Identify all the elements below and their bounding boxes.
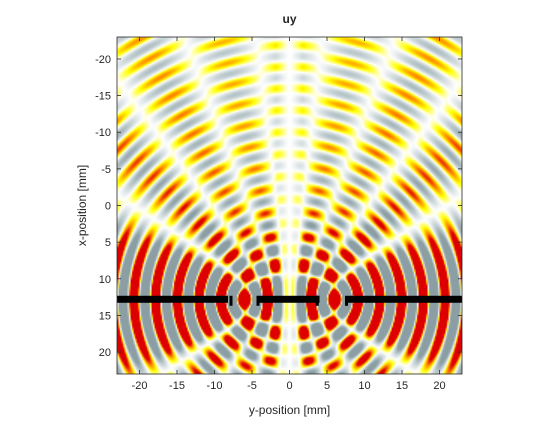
y-tick-label: -5 — [101, 164, 111, 176]
x-tick-label: 15 — [396, 380, 408, 392]
y-tick-label: -10 — [95, 127, 111, 139]
y-tick-label: -15 — [95, 91, 111, 103]
x-tick-label: -15 — [169, 380, 185, 392]
y-tick-label: 0 — [105, 201, 111, 213]
y-tick-label: 20 — [99, 347, 111, 359]
x-tick-label: -5 — [247, 380, 257, 392]
wall-end-mark — [315, 295, 319, 306]
tick-layer: -20 -15 -10 -5 0 5 10 15 20 -20 -15 -10 -5 0 5 10 15 20 — [95, 37, 462, 392]
y-tick-label: 10 — [99, 274, 111, 286]
wall-layer — [117, 295, 462, 306]
x-tick-label: 20 — [433, 380, 445, 392]
x-tick-label: -20 — [132, 380, 148, 392]
x-axis-label: y-position [mm] — [249, 403, 330, 417]
x-tick-label: 5 — [324, 380, 330, 392]
y-tick-label: 15 — [99, 310, 111, 322]
y-axis-label: x-position [mm] — [75, 165, 89, 246]
y-tick-label: 5 — [105, 237, 111, 249]
x-tick-label: 0 — [286, 380, 292, 392]
wave-field-heatmap — [117, 37, 462, 374]
wall-segment — [117, 295, 228, 303]
wall-end-mark — [345, 295, 348, 306]
x-tick-label: 10 — [358, 380, 370, 392]
x-tick-label: -10 — [207, 380, 223, 392]
wall-segment — [348, 295, 462, 303]
chart-title: uy — [282, 12, 296, 26]
y-tick-label: -20 — [95, 54, 111, 66]
wall-end-mark — [256, 295, 260, 306]
wall-end-mark — [229, 295, 233, 306]
wall-segment — [259, 295, 320, 303]
